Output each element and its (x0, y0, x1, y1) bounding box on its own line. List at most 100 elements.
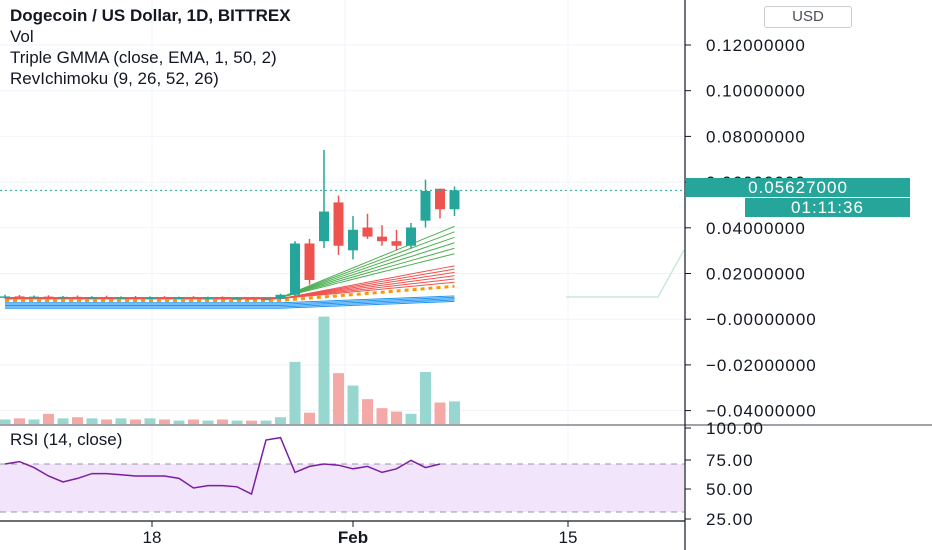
rsi-label: RSI (14, close) (10, 430, 123, 449)
volume-bar (101, 419, 112, 424)
currency-button[interactable]: USD (764, 6, 852, 28)
gmma-long-line (5, 271, 455, 300)
candle-body (29, 296, 39, 299)
volume-bar (289, 361, 301, 424)
volume-bar (173, 420, 185, 424)
volume-bar (202, 420, 214, 424)
time-tick-label: Feb (338, 528, 368, 547)
candle-body (391, 241, 402, 246)
volume-bar (376, 408, 388, 424)
candle-body (406, 227, 416, 246)
last-price-tag: 0.05627000 (686, 178, 910, 197)
candle-body (188, 297, 199, 300)
candle-body (333, 202, 344, 246)
volume-bar (318, 316, 330, 424)
volume-bar (362, 399, 373, 424)
volume-bar (72, 417, 83, 424)
volume-bar (246, 420, 257, 424)
volume-bar (231, 420, 243, 424)
candle-body (362, 227, 373, 237)
candle-body (14, 296, 25, 298)
gmma-long-line (5, 275, 455, 300)
gmma-base-line (5, 298, 455, 307)
gmma-base-line (5, 299, 455, 308)
indicator-ichimoku: RevIchimoku (9, 26, 52, 26) (10, 69, 219, 88)
rsi-tick-label: 100.00 (706, 419, 764, 438)
candle-body (261, 298, 271, 301)
candle-body (0, 296, 10, 298)
candle-body (275, 294, 286, 299)
candle-body (217, 297, 228, 300)
volume-bar (217, 419, 228, 424)
price-tick-label: 0.08000000 (706, 127, 806, 146)
candle-body (420, 191, 431, 221)
candlesticks (0, 149, 460, 301)
candle-body (435, 188, 445, 210)
candle-body (130, 297, 141, 299)
gmma-short-line (5, 231, 455, 299)
volume-bar (304, 412, 315, 424)
volume-bars (0, 316, 460, 424)
candle-body (203, 297, 213, 300)
rsi-tick-label: 25.00 (706, 510, 754, 529)
candle-body (43, 296, 54, 299)
volume-bar (57, 418, 69, 424)
ichimoku-cloud (566, 249, 685, 298)
volume-bar (449, 401, 460, 424)
candle-body (449, 190, 460, 210)
price-tick-label: 0.04000000 (706, 219, 806, 238)
price-tick-label: 0.12000000 (706, 36, 806, 55)
candle-body (116, 297, 126, 299)
time-tick-label: 18 (143, 528, 162, 547)
volume-bar (159, 419, 170, 424)
rsi-line (4, 436, 441, 496)
legend: Dogecoin / US Dollar, 1D, BITTREX Vol Tr… (10, 5, 291, 89)
volume-bar (260, 420, 272, 424)
volume-bar (43, 413, 54, 424)
candle-body (87, 297, 97, 299)
volume-bar (391, 411, 402, 424)
candle-body (319, 211, 329, 242)
volume-bar (420, 372, 431, 424)
rsi-tick-label: 50.00 (706, 480, 754, 499)
ichimoku-span (566, 249, 685, 298)
price-tick-label: −0.02000000 (706, 356, 817, 375)
gmma-base-line (5, 300, 455, 309)
dotted-ma-line (5, 284, 455, 302)
candle-countdown-tag: 01:11:36 (745, 198, 910, 217)
gmma-ribbons (5, 225, 455, 309)
volume-bar (86, 418, 98, 424)
chart-title: Dogecoin / US Dollar, 1D, BITTREX (10, 6, 291, 25)
gmma-short-line (5, 242, 455, 299)
volume-bar (347, 385, 359, 424)
price-tick-label: 0.02000000 (706, 265, 806, 284)
rsi-pane (0, 424, 932, 513)
axes: 0.120000000.100000000.080000000.06000000… (0, 0, 817, 550)
price-tick-label: −0.04000000 (706, 402, 817, 421)
volume-bar (434, 402, 446, 424)
gmma-base-line (5, 296, 455, 305)
candle-body (159, 297, 170, 300)
volume-bar (275, 417, 286, 424)
indicator-gmma: Triple GMMA (close, EMA, 1, 50, 2) (10, 48, 277, 67)
volume-bar (0, 419, 11, 424)
volume-bar (115, 418, 127, 424)
candle-body (348, 229, 358, 251)
candle-body (232, 298, 242, 300)
candle-body (246, 298, 257, 300)
gmma-short-line (5, 247, 455, 299)
volume-bar (28, 419, 40, 424)
gmma-long-line (5, 281, 455, 300)
candle-body (145, 297, 155, 300)
candle-body (72, 296, 83, 299)
volume-bar (188, 419, 199, 424)
gmma-base-line (5, 295, 455, 304)
candle-body (58, 296, 68, 299)
price-tick-label: −0.00000000 (706, 310, 817, 329)
volume-bar (14, 418, 25, 424)
candle-body (304, 243, 315, 280)
rsi-band (0, 464, 684, 512)
volume-bar (405, 413, 417, 424)
time-tick-label: 15 (559, 528, 578, 547)
